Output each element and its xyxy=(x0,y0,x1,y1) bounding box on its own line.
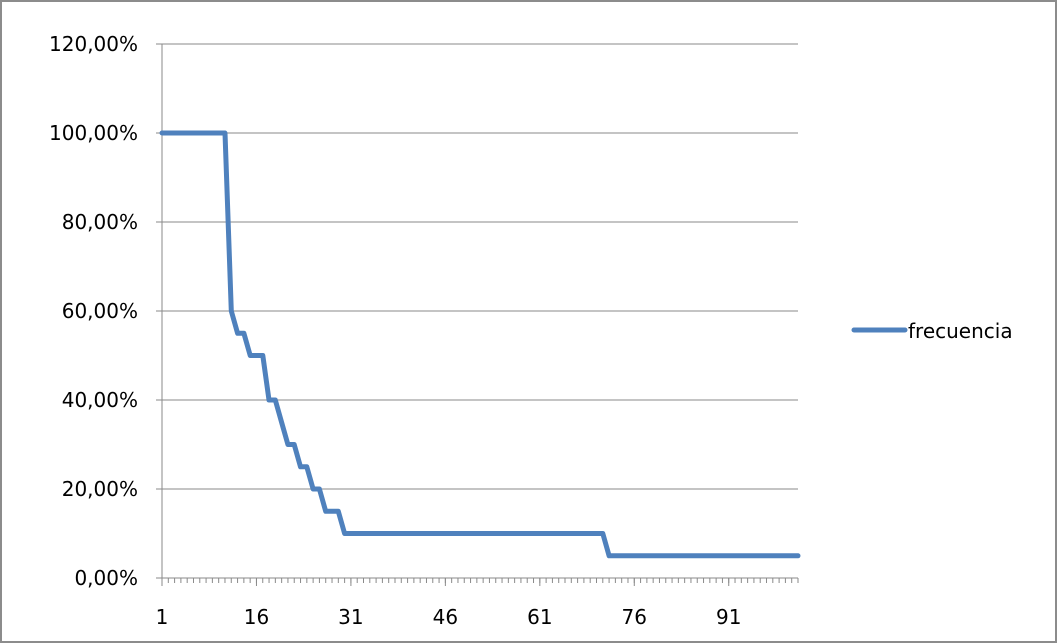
y-tick-label: 80,00% xyxy=(62,210,138,234)
x-tick-label: 91 xyxy=(716,605,741,629)
y-tick-label: 40,00% xyxy=(62,388,138,412)
y-tick-label: 60,00% xyxy=(62,299,138,323)
x-tick-label: 1 xyxy=(156,605,169,629)
x-axis-tick-labels: 1 16 31 46 61 76 91 xyxy=(156,605,742,629)
x-tick-label: 61 xyxy=(527,605,552,629)
x-tick-label: 46 xyxy=(433,605,458,629)
y-tick-label: 120,00% xyxy=(49,32,138,56)
y-axis-tick-labels: 0,00% 20,00% 40,00% 60,00% 80,00% 100,00% 120,… xyxy=(49,32,138,590)
x-tick-label: 16 xyxy=(244,605,269,629)
legend-label-frecuencia: frecuencia xyxy=(908,319,1013,343)
series-lines xyxy=(159,130,801,559)
x-tick-label: 76 xyxy=(622,605,647,629)
y-tick-label: 0,00% xyxy=(74,566,138,590)
axes xyxy=(156,43,799,586)
x-tick-label: 31 xyxy=(338,605,363,629)
gridlines xyxy=(162,43,798,490)
legend: frecuencia xyxy=(851,319,1013,343)
y-tick-label: 20,00% xyxy=(62,477,138,501)
y-tick-label: 100,00% xyxy=(49,121,138,145)
series-line-frecuencia xyxy=(159,130,801,559)
